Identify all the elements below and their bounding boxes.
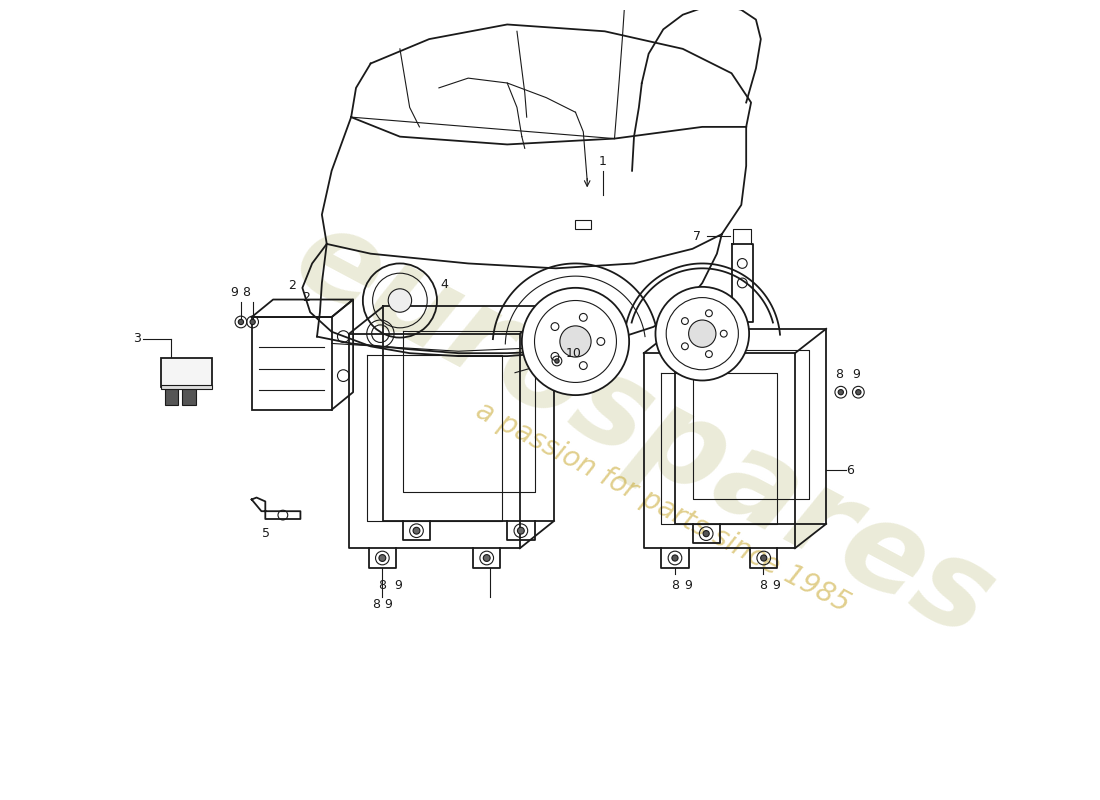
Bar: [161, 386, 211, 390]
Circle shape: [535, 301, 616, 382]
Text: eurospares: eurospares: [275, 196, 1012, 662]
Text: 2: 2: [302, 291, 310, 304]
Text: 6: 6: [847, 464, 855, 477]
Circle shape: [761, 555, 767, 561]
Circle shape: [517, 527, 525, 534]
Circle shape: [554, 358, 559, 363]
Text: 9: 9: [230, 286, 238, 299]
Circle shape: [560, 326, 591, 357]
Text: 1: 1: [598, 154, 607, 167]
Text: 9: 9: [394, 579, 402, 592]
Bar: [575, 219, 591, 230]
Text: 5: 5: [262, 527, 271, 540]
Circle shape: [250, 319, 255, 325]
Text: 8: 8: [759, 579, 767, 592]
Circle shape: [378, 554, 386, 562]
Circle shape: [667, 298, 738, 370]
Text: 9: 9: [684, 579, 693, 592]
Circle shape: [388, 289, 411, 312]
Text: a passion for parts since 1985: a passion for parts since 1985: [472, 397, 855, 618]
Circle shape: [856, 390, 861, 395]
Circle shape: [672, 555, 678, 561]
Circle shape: [521, 288, 629, 395]
Text: 8: 8: [373, 598, 381, 611]
Text: 7: 7: [693, 230, 702, 242]
Bar: [183, 387, 196, 405]
Bar: [161, 358, 211, 387]
Text: 8: 8: [378, 579, 386, 592]
Circle shape: [656, 287, 749, 381]
Circle shape: [703, 530, 710, 537]
Circle shape: [838, 390, 844, 395]
Circle shape: [483, 554, 491, 562]
Circle shape: [239, 319, 243, 325]
Text: 9: 9: [772, 579, 780, 592]
Circle shape: [689, 320, 716, 347]
Text: 3: 3: [133, 332, 141, 345]
Text: 8: 8: [671, 579, 679, 592]
Text: 9: 9: [852, 368, 860, 381]
Text: 9: 9: [384, 598, 392, 611]
Bar: [165, 387, 178, 405]
Text: 10: 10: [565, 346, 582, 360]
Text: 8: 8: [835, 368, 843, 381]
Text: 8: 8: [242, 286, 250, 299]
Circle shape: [414, 527, 420, 534]
Text: 2: 2: [288, 279, 296, 292]
Bar: [252, 317, 331, 410]
Text: 4: 4: [440, 278, 448, 291]
